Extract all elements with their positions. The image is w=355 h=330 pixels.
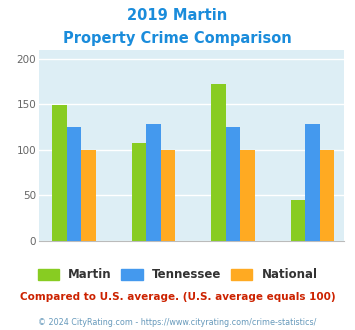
Bar — [211, 84, 226, 241]
Text: Property Crime Comparison: Property Crime Comparison — [63, 31, 292, 46]
Text: © 2024 CityRating.com - https://www.cityrating.com/crime-statistics/: © 2024 CityRating.com - https://www.city… — [38, 318, 317, 327]
Bar — [305, 124, 320, 241]
Bar — [291, 200, 305, 241]
Bar — [161, 150, 175, 241]
Bar — [67, 127, 81, 241]
Text: 2019 Martin: 2019 Martin — [127, 8, 228, 23]
Bar — [320, 150, 334, 241]
Bar — [226, 127, 240, 241]
Bar — [240, 150, 255, 241]
Bar — [132, 143, 146, 241]
Legend: Martin, Tennessee, National: Martin, Tennessee, National — [34, 265, 321, 285]
Text: Compared to U.S. average. (U.S. average equals 100): Compared to U.S. average. (U.S. average … — [20, 292, 335, 302]
Bar — [81, 150, 96, 241]
Bar — [52, 105, 67, 241]
Bar — [146, 124, 161, 241]
